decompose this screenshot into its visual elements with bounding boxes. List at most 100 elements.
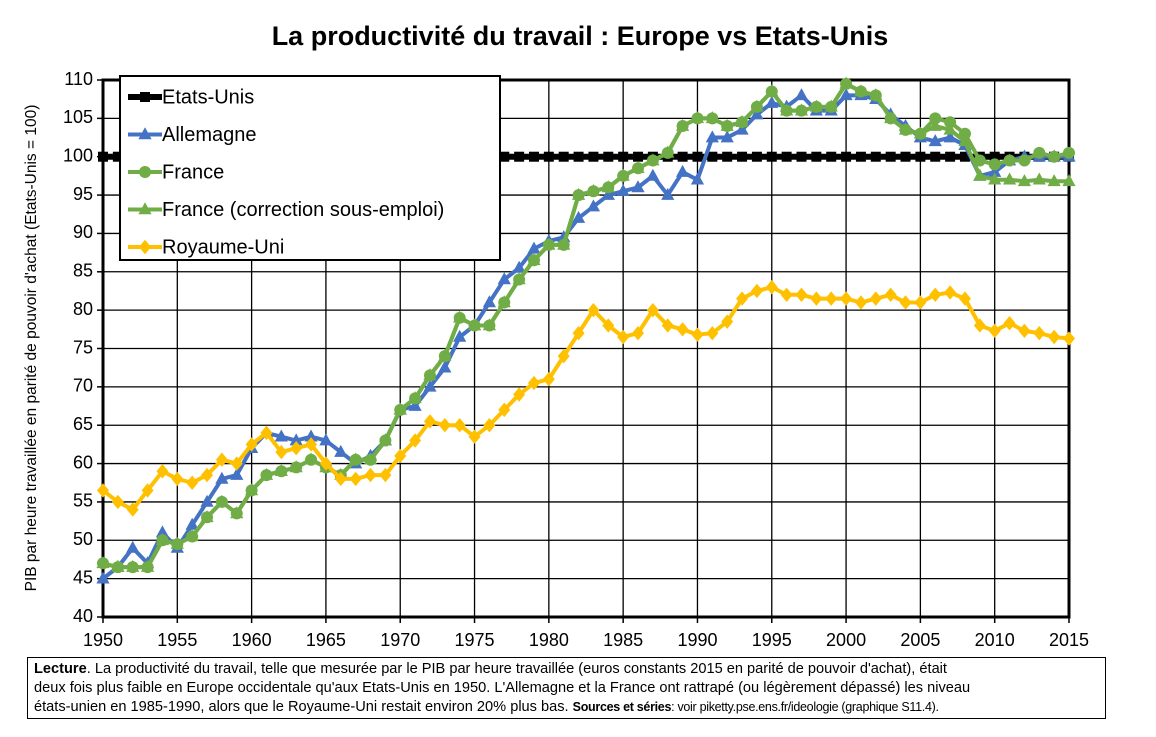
marker	[394, 448, 407, 464]
marker	[796, 151, 807, 162]
marker	[349, 452, 363, 465]
marker	[631, 180, 645, 193]
x-tick-label: 1995	[752, 630, 792, 650]
marker	[155, 533, 170, 546]
y-tick-label: 95	[73, 184, 93, 204]
legend-marker	[138, 202, 152, 215]
marker	[855, 151, 866, 162]
marker	[274, 429, 288, 442]
marker	[111, 559, 125, 572]
marker	[809, 99, 823, 112]
marker	[230, 467, 244, 480]
y-tick-label: 75	[73, 337, 93, 357]
marker	[943, 130, 957, 143]
legend-label: Etats-Unis	[162, 86, 254, 108]
marker	[766, 151, 777, 162]
legend-marker	[138, 127, 152, 140]
marker	[839, 76, 853, 89]
marker	[646, 168, 660, 181]
series	[97, 279, 1075, 517]
marker	[869, 88, 883, 101]
marker	[944, 285, 957, 300]
marker	[928, 118, 942, 131]
marker	[780, 287, 793, 302]
plot-border	[101, 78, 1071, 619]
marker	[185, 517, 199, 530]
marker	[513, 387, 526, 402]
marker	[557, 237, 571, 250]
footnote-text: Sources et séries	[572, 700, 672, 714]
marker	[765, 95, 779, 108]
marker	[1003, 315, 1016, 331]
marker	[722, 151, 733, 162]
marker	[230, 506, 244, 519]
marker	[289, 433, 303, 446]
marker	[319, 456, 332, 471]
marker	[794, 103, 809, 116]
legend-marker	[139, 166, 151, 178]
x-tick-label: 2005	[900, 630, 940, 650]
marker	[988, 158, 1001, 171]
marker	[364, 467, 377, 483]
marker	[126, 559, 140, 572]
marker	[989, 151, 1000, 162]
marker	[571, 210, 586, 223]
marker	[720, 118, 734, 131]
marker	[200, 494, 214, 507]
marker	[586, 199, 601, 212]
marker	[854, 84, 868, 97]
x-tick-label: 2015	[1049, 630, 1089, 650]
marker	[973, 168, 987, 181]
legend-marker	[139, 239, 151, 255]
marker	[290, 441, 303, 456]
marker	[720, 130, 734, 143]
marker	[661, 145, 675, 158]
footnote-text: Lecture	[34, 661, 87, 677]
footnote-text: deux fois plus faible en Europe occident…	[34, 680, 971, 696]
marker	[631, 161, 645, 174]
marker	[274, 464, 288, 477]
chart: La productivité du travail : Europe vs E…	[23, 21, 1089, 650]
marker	[334, 471, 347, 487]
legend-label: Allemagne	[162, 124, 257, 146]
marker	[409, 433, 422, 448]
marker	[676, 164, 690, 177]
marker	[171, 471, 184, 487]
marker	[618, 151, 629, 162]
legend-label: Royaume-Uni	[162, 236, 284, 258]
marker	[542, 237, 556, 250]
marker	[304, 429, 318, 442]
marker	[915, 151, 926, 162]
x-tick-label: 1980	[529, 630, 569, 650]
y-tick-label: 90	[73, 222, 93, 242]
y-tick-label: 65	[73, 414, 93, 434]
marker	[646, 302, 659, 318]
y-tick-label: 85	[73, 261, 93, 281]
marker	[751, 151, 762, 162]
marker	[750, 283, 763, 299]
marker	[601, 187, 615, 200]
marker	[930, 151, 941, 162]
marker	[349, 471, 362, 487]
marker	[988, 164, 1002, 177]
marker	[379, 467, 392, 483]
marker	[795, 287, 808, 302]
footnote-line: Lecture. La productivité du travail, tel…	[34, 660, 1099, 679]
marker	[260, 425, 273, 441]
marker	[363, 452, 378, 465]
marker	[603, 151, 614, 162]
marker	[825, 291, 838, 306]
marker	[499, 151, 510, 162]
footnote-line: deux fois plus faible en Europe occident…	[34, 679, 1099, 698]
y-tick-label: 45	[73, 567, 93, 587]
marker	[423, 379, 437, 392]
y-tick-label: 100	[63, 145, 93, 165]
footnote-text: . La productivité du travail, telle que …	[86, 661, 947, 677]
marker	[514, 151, 525, 162]
marker	[468, 429, 481, 444]
marker	[692, 151, 703, 162]
marker	[453, 329, 467, 342]
marker	[438, 348, 452, 361]
marker	[811, 151, 822, 162]
